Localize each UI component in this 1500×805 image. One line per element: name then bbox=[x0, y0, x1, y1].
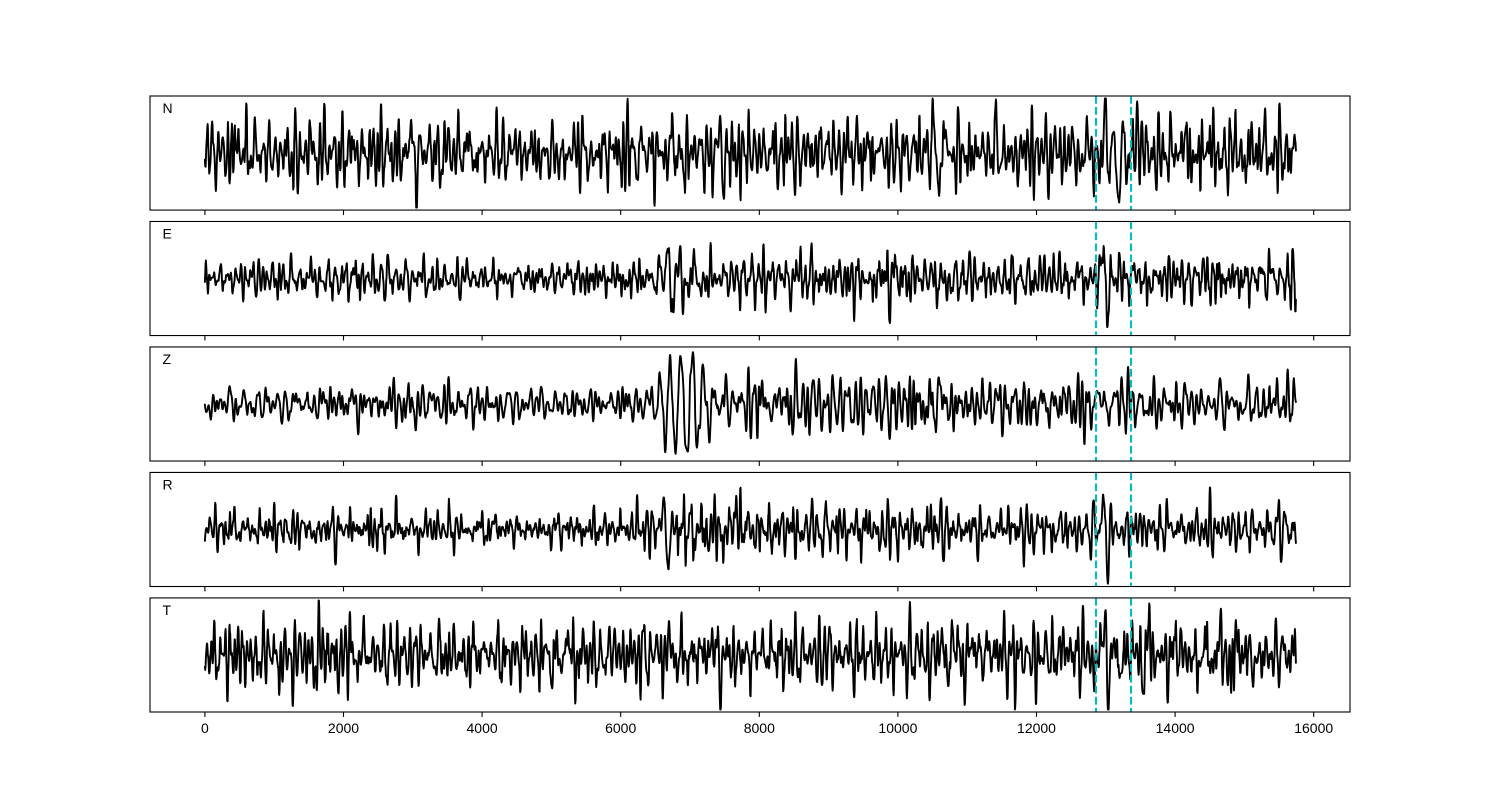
svg-text:T: T bbox=[163, 602, 172, 618]
svg-text:10000: 10000 bbox=[878, 720, 917, 736]
svg-text:14000: 14000 bbox=[1156, 720, 1195, 736]
svg-text:4000: 4000 bbox=[467, 720, 498, 736]
svg-text:8000: 8000 bbox=[744, 720, 775, 736]
svg-text:E: E bbox=[163, 226, 172, 242]
svg-text:Z: Z bbox=[163, 351, 172, 367]
svg-text:0: 0 bbox=[201, 720, 209, 736]
svg-text:6000: 6000 bbox=[605, 720, 636, 736]
svg-text:12000: 12000 bbox=[1017, 720, 1056, 736]
svg-text:N: N bbox=[163, 100, 173, 116]
svg-text:R: R bbox=[163, 477, 173, 493]
svg-text:16000: 16000 bbox=[1294, 720, 1333, 736]
svg-text:2000: 2000 bbox=[328, 720, 359, 736]
